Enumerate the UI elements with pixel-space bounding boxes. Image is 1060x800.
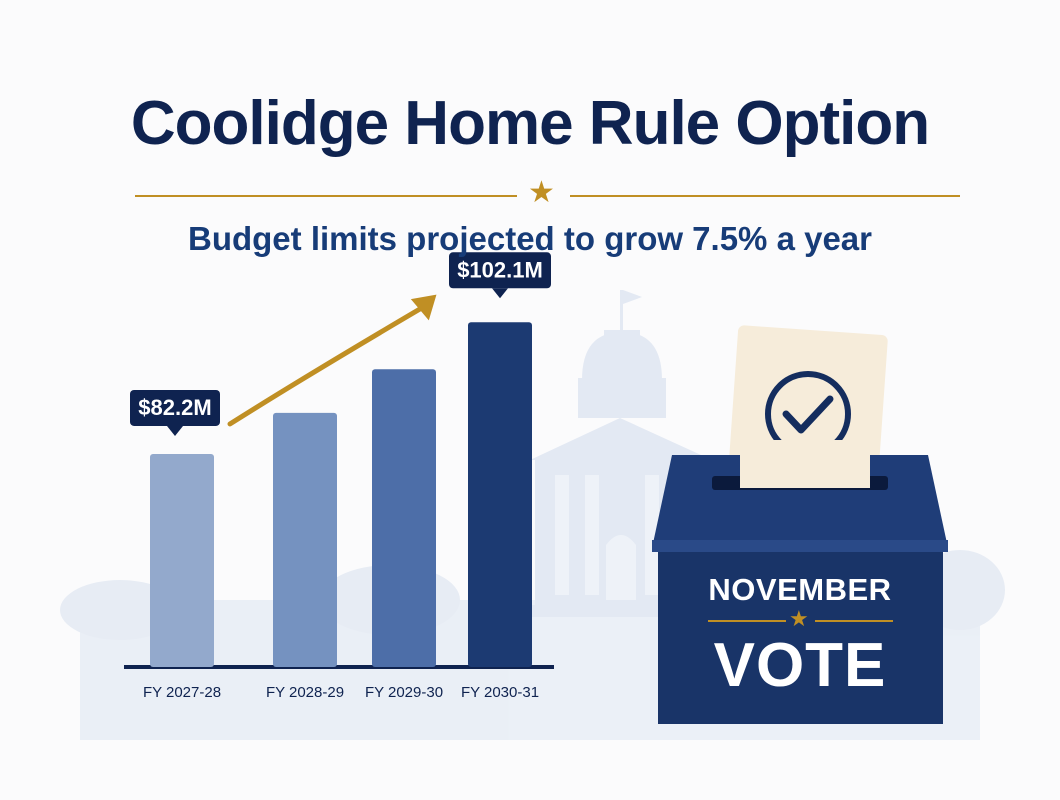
x-tick-label: FY 2029-30 <box>365 684 443 701</box>
page-subtitle: Budget limits projected to grow 7.5% a y… <box>188 220 872 257</box>
data-label-pointer <box>167 425 183 436</box>
title-divider-right <box>570 195 960 197</box>
bar-fy-2027-28 <box>150 453 214 667</box>
x-tick-label: FY 2027-28 <box>143 684 221 701</box>
ballot-box-divider-right <box>815 620 893 622</box>
bar-fy-2029-30 <box>372 369 436 667</box>
data-label: $102.1M <box>457 257 543 282</box>
data-label-box <box>449 252 551 289</box>
data-label-box <box>130 389 220 426</box>
ballot-box-month: NOVEMBER <box>708 572 892 607</box>
trend-arrow <box>227 301 431 427</box>
x-tick-label: FY 2030-31 <box>461 684 539 701</box>
star-icon: ★ <box>528 176 555 209</box>
ballot-box-icon <box>652 325 948 724</box>
data-label-pointer <box>492 288 508 299</box>
bar-chart: FY 2027-28 FY 2028-29 FY 2029-30 FY 2030-31… <box>124 252 554 701</box>
title-divider-left <box>135 195 517 197</box>
page-title: Coolidge Home Rule Option <box>130 89 930 158</box>
trend-arrow-head <box>410 294 437 321</box>
ballot-box-vote: VOTE <box>713 631 887 700</box>
bar-fy-2030-31 <box>468 322 532 667</box>
ballot-box-divider-left <box>708 620 786 622</box>
capitol-building-icon <box>520 290 725 617</box>
data-label: $82.2M <box>138 395 211 420</box>
ballot-star-icon: ★ <box>789 606 809 631</box>
x-tick-label: FY 2028-29 <box>266 684 344 701</box>
bar-fy-2028-29 <box>273 412 337 667</box>
